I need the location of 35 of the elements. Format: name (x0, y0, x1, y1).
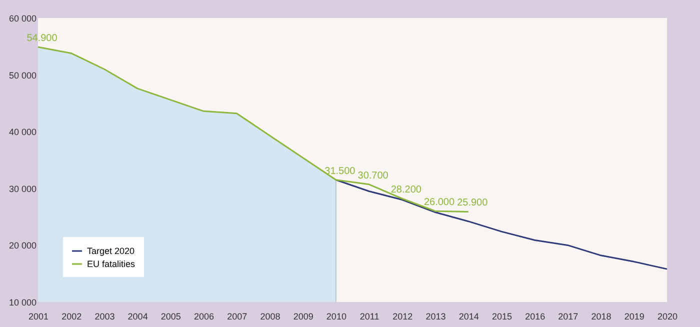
x-tick-label: 2016 (525, 312, 546, 322)
y-tick-label: 50 000 (8, 70, 36, 80)
y-tick-label: 40 000 (8, 127, 36, 138)
x-tick-label: 2004 (128, 312, 148, 322)
legend-label: EU fatalities (87, 259, 136, 269)
data-label: 30.700 (358, 170, 389, 182)
x-tick-label: 2002 (62, 312, 82, 322)
x-tick-label: 2006 (194, 312, 214, 322)
x-tick-label: 2001 (28, 312, 49, 322)
x-tick-label: 2003 (94, 312, 115, 322)
x-tick-label: 2008 (260, 312, 280, 322)
x-tick-label: 2017 (558, 312, 578, 322)
data-label: 54.900 (26, 32, 58, 44)
line-series (335, 179, 668, 270)
data-label: 26.000 (424, 197, 455, 208)
x-tick-label: 2019 (624, 312, 644, 322)
data-label: 31.500 (324, 166, 356, 177)
y-tick-label: 30 000 (8, 184, 36, 194)
x-tick-label: 2007 (227, 312, 248, 322)
x-tick-label: 2014 (458, 312, 479, 322)
x-tick-label: 2020 (657, 312, 678, 322)
data-label: 25.900 (457, 198, 488, 209)
x-tick-label: 2011 (360, 312, 380, 322)
legend-label: Target 2020 (87, 246, 135, 256)
x-tick-label: 2013 (426, 312, 446, 322)
x-tick-label: 2015 (492, 312, 512, 322)
x-tick-label: 2009 (293, 312, 314, 322)
y-tick-label: 10 000 (8, 298, 36, 308)
x-tick-label: 2012 (392, 312, 413, 322)
x-tick-label: 2005 (160, 312, 181, 322)
data-label: 28.200 (390, 184, 422, 196)
x-tick-label: 2010 (326, 312, 346, 322)
y-tick-label: 60 000 (8, 14, 36, 24)
y-tick-label: 20 000 (8, 240, 36, 251)
x-tick-label: 2018 (591, 312, 612, 322)
